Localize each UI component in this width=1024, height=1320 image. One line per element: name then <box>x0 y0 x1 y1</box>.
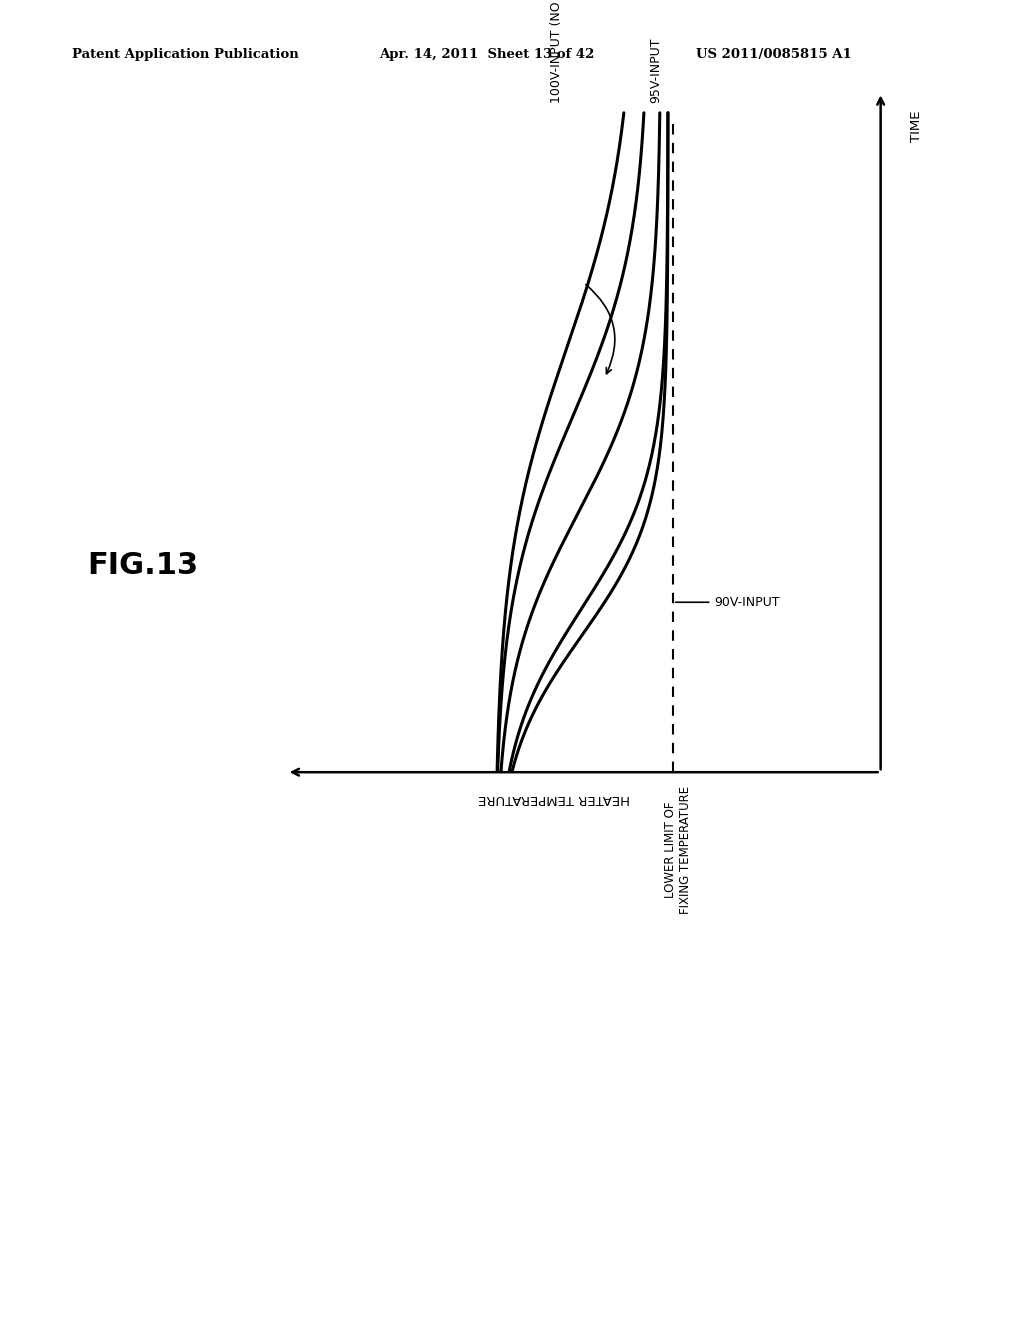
Text: LOWER LIMIT OF
FIXING TEMPERATURE: LOWER LIMIT OF FIXING TEMPERATURE <box>664 785 692 913</box>
Text: 95V-INPUT: 95V-INPUT <box>649 37 663 103</box>
Text: US 2011/0085815 A1: US 2011/0085815 A1 <box>696 48 852 61</box>
Text: 90V-INPUT: 90V-INPUT <box>676 595 780 609</box>
Text: HEATER TEMPERATURE: HEATER TEMPERATURE <box>478 792 630 805</box>
Text: TIME: TIME <box>909 111 923 143</box>
Text: Patent Application Publication: Patent Application Publication <box>72 48 298 61</box>
Text: 100V-INPUT (NO SUPPLY FROM AUX POWER): 100V-INPUT (NO SUPPLY FROM AUX POWER) <box>551 0 563 103</box>
Text: FIG.13: FIG.13 <box>87 552 199 581</box>
Text: Apr. 14, 2011  Sheet 13 of 42: Apr. 14, 2011 Sheet 13 of 42 <box>379 48 594 61</box>
